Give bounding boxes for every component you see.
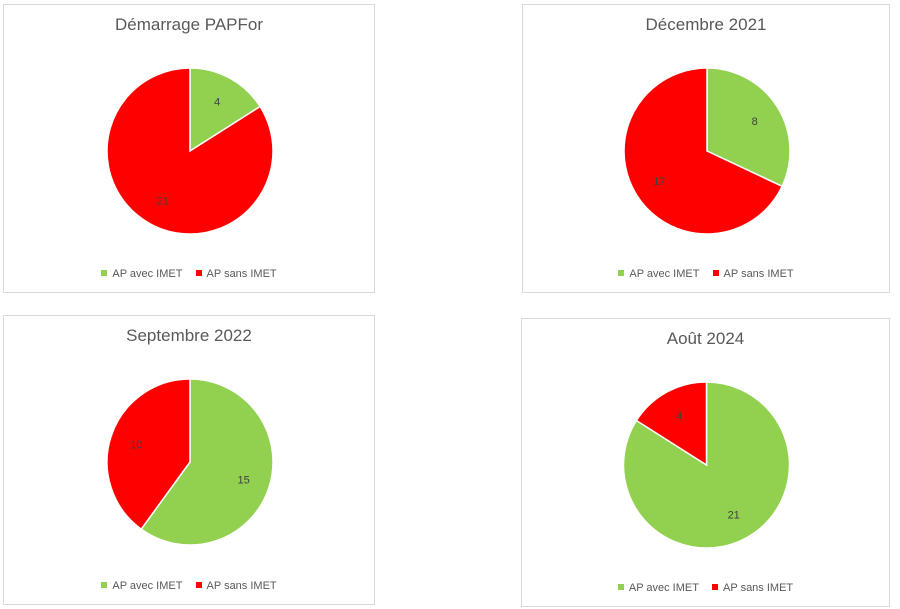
pie-chart: 4 21	[106, 67, 274, 235]
pie-slice-sans	[623, 67, 784, 235]
data-label-avec: 8	[752, 116, 758, 128]
chart-legend: AP avec IMET AP sans IMET	[4, 580, 374, 592]
pie-chart: 21 4	[622, 381, 791, 549]
chart-title: Août 2024	[666, 329, 745, 348]
legend-item-avec: AP avec IMET	[618, 268, 699, 280]
data-label-sans: 10	[130, 440, 142, 452]
legend-item-avec: AP avec IMET	[101, 580, 182, 592]
legend-swatch-sans	[712, 270, 719, 276]
legend-label-sans: AP sans IMET	[206, 268, 277, 280]
pie-slice-avec	[189, 67, 262, 153]
legend-label-avec: AP avec IMET	[628, 582, 699, 594]
chart-legend: AP avec IMET AP sans IMET	[522, 582, 889, 594]
legend-item-sans: AP sans IMET	[712, 268, 794, 280]
legend-label-sans: AP sans IMET	[723, 582, 794, 594]
chart-title: Décembre 2021	[645, 15, 767, 34]
pie-slice-sans	[106, 378, 191, 531]
legend-item-avec: AP avec IMET	[617, 582, 699, 594]
pie-chart-panel-demarrage: Démarrage PAPFor 4 21 AP avec IMET AP san…	[3, 4, 375, 293]
data-label-sans: 4	[676, 411, 682, 423]
legend-swatch-avec	[618, 270, 625, 276]
pie-slice-avec	[706, 67, 791, 188]
data-label-sans: 17	[653, 176, 665, 188]
pie-slice-avec	[622, 381, 791, 549]
chart-legend: AP avec IMET AP sans IMET	[523, 268, 889, 280]
legend-label-avec: AP avec IMET	[112, 268, 183, 280]
legend-swatch-avec	[101, 582, 108, 588]
pie-slice-sans	[106, 67, 274, 235]
data-label-avec: 4	[214, 97, 220, 109]
chart-title: Septembre 2022	[126, 326, 252, 345]
pie-chart-panel-septembre-2022: Septembre 2022 15 10 AP avec IMET AP sans…	[3, 315, 375, 605]
data-label-sans: 21	[157, 195, 169, 207]
legend-label-sans: AP sans IMET	[723, 268, 794, 280]
legend-item-sans: AP sans IMET	[195, 580, 277, 592]
legend-swatch-avec	[101, 270, 108, 276]
legend-item-sans: AP sans IMET	[195, 268, 277, 280]
legend-label-sans: AP sans IMET	[206, 580, 277, 592]
legend-label-avec: AP avec IMET	[112, 580, 183, 592]
legend-swatch-sans	[195, 270, 202, 276]
chart-legend: AP avec IMET AP sans IMET	[4, 268, 374, 280]
pie-slice-avec	[140, 378, 274, 546]
legend-item-sans: AP sans IMET	[712, 582, 793, 594]
legend-label-avec: AP avec IMET	[629, 268, 700, 280]
legend-swatch-avec	[617, 584, 624, 590]
pie-chart-panel-aout-2024: Août 2024 21 4 AP avec IMET AP sans IMET	[521, 318, 890, 607]
legend-swatch-sans	[195, 582, 202, 588]
chart-title: Démarrage PAPFor	[114, 15, 263, 34]
data-label-avec: 21	[728, 509, 740, 521]
pie-slice-sans	[635, 381, 708, 467]
data-label-avec: 15	[238, 474, 250, 486]
legend-swatch-sans	[712, 584, 719, 590]
legend-item-avec: AP avec IMET	[101, 268, 182, 280]
pie-chart-panel-decembre-2021: Décembre 2021 8 17 AP avec IMET AP sans I…	[522, 4, 890, 293]
pie-chart: 8 17	[623, 67, 791, 235]
